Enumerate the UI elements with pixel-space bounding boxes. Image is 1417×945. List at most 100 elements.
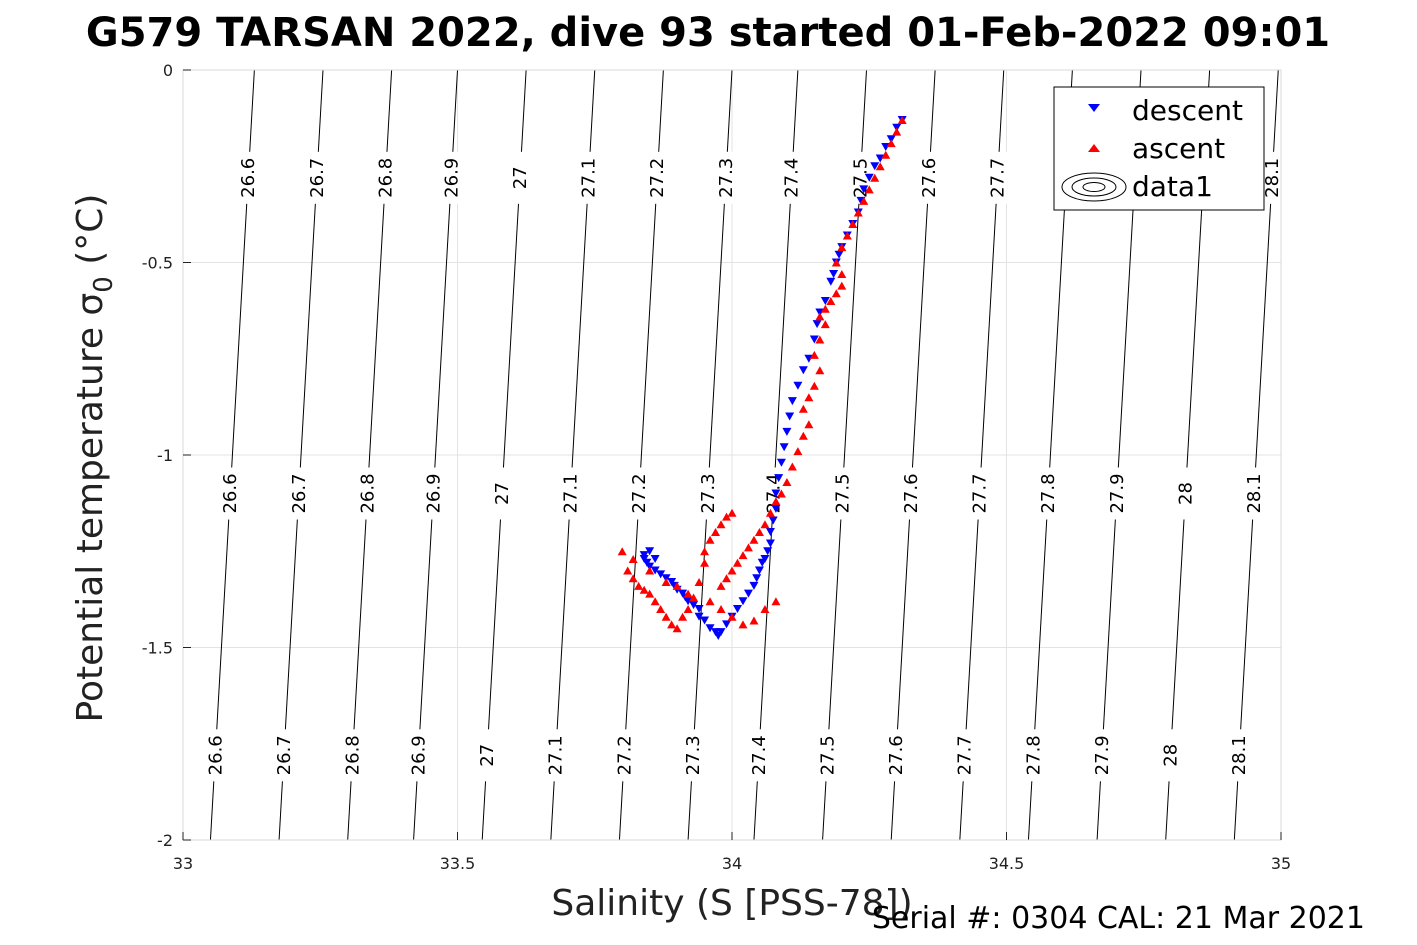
contour-label: 27.6 [916, 151, 941, 204]
ascent-point [820, 320, 830, 329]
contour-label-bg [558, 467, 583, 520]
contour-label-text: 26.9 [441, 158, 462, 198]
ascent-point [689, 593, 699, 602]
descent-point [765, 528, 775, 536]
ascent-point [749, 616, 759, 625]
ascent-point [793, 447, 803, 456]
contour-label-text: 27.9 [1107, 473, 1128, 513]
ascent-point [667, 620, 677, 629]
contour-label-bg [1260, 151, 1285, 204]
contour-label-bg [236, 151, 261, 204]
descent-point [763, 547, 773, 556]
y-axis-label-sub: 0 [89, 276, 119, 293]
ascent-point [700, 547, 710, 556]
ascent-point [826, 297, 836, 305]
descent-point [656, 570, 666, 579]
descent-point [785, 412, 795, 421]
contour-label-text: 27.3 [683, 735, 704, 775]
ascent-point [656, 605, 666, 613]
ascent-point [678, 612, 688, 621]
descent-point [732, 605, 742, 613]
contour-label: 27.5 [815, 729, 840, 782]
contour-label: 27.1 [576, 151, 601, 204]
ascent-point [875, 162, 885, 171]
ascent-point [897, 116, 907, 125]
contour-label-bg [680, 729, 705, 782]
descent-point [650, 554, 660, 563]
descent-point [771, 489, 781, 498]
contour-label-text: 27.9 [1092, 735, 1113, 775]
ascent-point [727, 612, 737, 621]
x-tick-label: 34.5 [989, 854, 1025, 873]
contour-label-bg [406, 729, 431, 782]
ascent-point [815, 312, 825, 321]
contour-label-text: 27.7 [955, 735, 976, 775]
ascent-point [853, 208, 863, 217]
ascent-point [628, 554, 638, 563]
contour-label-bg [1227, 729, 1252, 782]
contour-label-text: 27.2 [614, 735, 635, 775]
contour-label-text: 26.8 [357, 473, 378, 513]
legend-contour-icon [1061, 172, 1127, 202]
chart-title: G579 TARSAN 2022, dive 93 started 01-Feb… [86, 10, 1330, 56]
ascent-point [617, 547, 627, 556]
descent-point [782, 427, 792, 436]
ascent-point [842, 231, 852, 240]
descent-point [650, 566, 660, 575]
contour-label: 26.8 [373, 151, 398, 204]
ascent-point [705, 535, 715, 544]
contour-label-text: 26.6 [205, 735, 226, 775]
ascent-point [727, 566, 737, 575]
ascent-point [809, 350, 819, 359]
contour-label-text: 27.5 [817, 735, 838, 775]
legend-data1-label: data1 [1132, 170, 1213, 203]
ascent-point [683, 589, 693, 598]
ascent-point [716, 605, 726, 613]
y-axis-label-unit: (°C) [70, 194, 111, 277]
x-tick-label: 34 [722, 854, 742, 873]
contour-label-text: 26.9 [423, 473, 444, 513]
contour-label-bg [271, 729, 296, 782]
ascent-point [815, 366, 825, 375]
contour-label-text: 26.7 [274, 735, 295, 775]
contour-label: 26.6 [203, 729, 228, 782]
contour-label-text: 27.2 [629, 473, 650, 513]
contour-label: 27.3 [713, 151, 738, 204]
ascent-point [749, 535, 759, 544]
contour-label-text: 27.2 [647, 158, 668, 198]
ascent-point [639, 585, 649, 594]
contour-label-bg [645, 151, 670, 204]
contour-label-text: 27.4 [749, 735, 770, 775]
contour-labels: 26.6 26.6 26.6 26.7 26.7 26.7 26.8 26.8 26.8 26.9… [203, 151, 1285, 782]
descent-point [700, 616, 710, 625]
ascent-point [886, 139, 896, 148]
contour-label-text: 28 [1161, 744, 1182, 767]
contour-label: 26.9 [439, 151, 464, 204]
contour-label: 26.7 [286, 467, 311, 520]
contour-label: 26.9 [406, 729, 431, 782]
ascent-point [650, 597, 660, 606]
ascent-point [661, 578, 671, 587]
descent-point [689, 601, 699, 610]
ascent-point [683, 605, 693, 613]
contour-label: 26.6 [236, 151, 261, 204]
contour-label: 27.7 [952, 729, 977, 782]
contour-label: 27.6 [898, 467, 923, 520]
ascent-point [738, 551, 748, 560]
contour-label-text: 27.7 [988, 158, 1009, 198]
contour-label: 26.9 [421, 467, 446, 520]
contour-label: 27.2 [627, 467, 652, 520]
contour-label: 27.3 [695, 467, 720, 520]
contour-label-text: 26.8 [375, 158, 396, 198]
contour-label-bg [985, 151, 1010, 204]
contour-label-bg [475, 729, 500, 782]
contour-label: 27 [475, 729, 500, 782]
descent-point [711, 628, 721, 637]
contour-label-bg [830, 467, 855, 520]
contour-label: 27.1 [543, 729, 568, 782]
contour-label-text: 27 [477, 744, 498, 767]
contour-label-text: 28.1 [1262, 158, 1283, 198]
ascent-point [787, 462, 797, 471]
contour-label-bg [304, 151, 329, 204]
contour-label-text: 27 [492, 482, 513, 505]
